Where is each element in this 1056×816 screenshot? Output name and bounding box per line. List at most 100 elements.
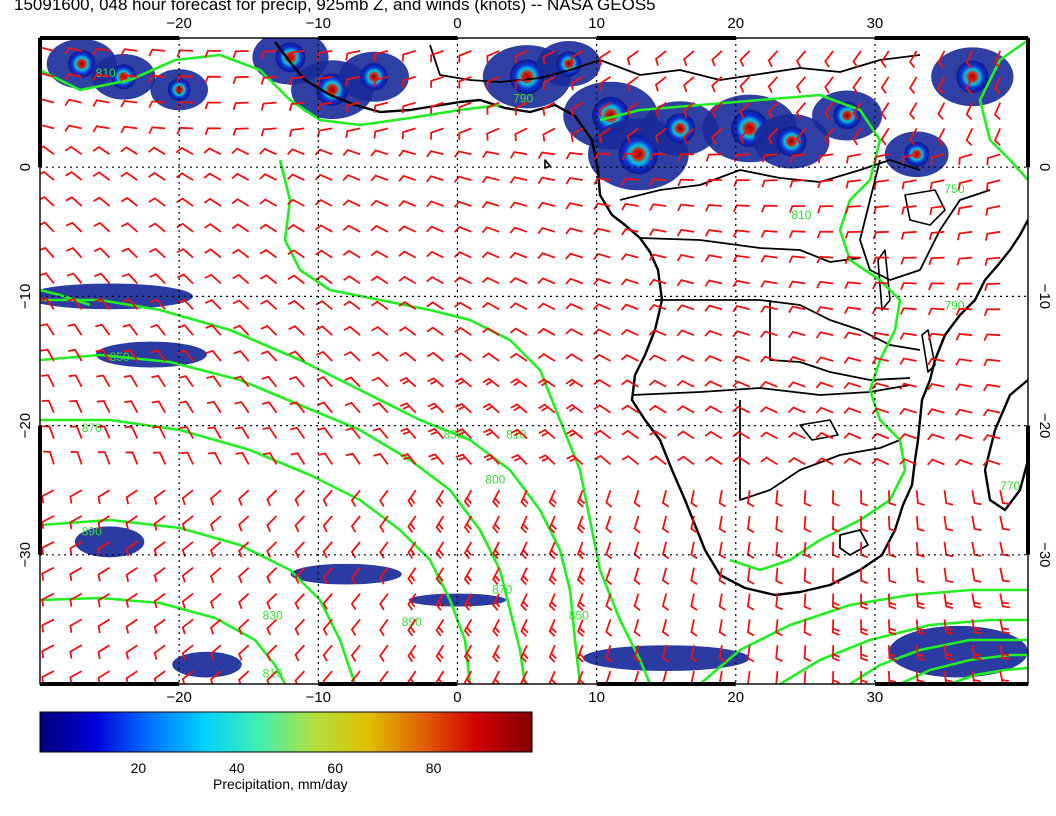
- wind-barb-577: [511, 454, 528, 466]
- wind-barb-785: [463, 618, 473, 637]
- wind-barb-401: [482, 327, 500, 336]
- wind-barb-5: [176, 49, 194, 58]
- wind-barb-295: [453, 251, 472, 259]
- wind-barb-528: [124, 425, 139, 439]
- wind-barb-752: [520, 593, 529, 612]
- wind-barb-511: [621, 404, 639, 414]
- wind-barb-150: [314, 148, 333, 156]
- wind-barb-230: [593, 202, 611, 210]
- wind-barb-91: [626, 101, 639, 118]
- wind-barb-780: [322, 618, 333, 636]
- wind-barb-620: [746, 490, 755, 508]
- wind-barb-17: [514, 50, 528, 64]
- wind-barb-552: [787, 431, 806, 440]
- wind-barb-775: [181, 618, 194, 635]
- colorbar-ticks: 20 40 60 80: [131, 760, 442, 776]
- wind-barb-371: [620, 303, 639, 311]
- wind-barb-530: [179, 426, 194, 439]
- contour-890-south: [40, 596, 287, 684]
- wind-barb-13: [401, 50, 416, 62]
- lon-label-bottom-4: 20: [727, 689, 744, 706]
- wind-barb-301: [620, 253, 639, 261]
- wind-barb-48: [401, 75, 416, 88]
- wind-barb-359: [287, 299, 305, 310]
- wind-barb-378: [816, 306, 834, 314]
- wind-barb-329: [426, 276, 444, 285]
- wind-barb-655: [746, 515, 755, 534]
- wind-barb-333: [537, 277, 556, 285]
- wind-barb-298: [537, 252, 556, 260]
- wind-barb-109: [148, 126, 166, 134]
- wind-barb-662: [943, 515, 954, 532]
- wind-barb-642: [379, 515, 389, 533]
- wind-barb-731: [915, 567, 925, 584]
- wind-barb-759: [718, 593, 727, 611]
- wind-barb-414: [843, 331, 862, 339]
- wind-barb-512: [649, 404, 667, 414]
- wind-barb-16: [486, 50, 500, 64]
- wind-barb-80: [317, 101, 333, 112]
- wind-barb-556: [899, 433, 918, 440]
- wind-barb-637: [238, 515, 250, 532]
- wind-barb-473: [537, 378, 556, 388]
- wind-barb-524: [982, 408, 1001, 417]
- wind-barb-499: [289, 401, 306, 414]
- wind-barb-657: [803, 515, 812, 533]
- wind-barb-813: [266, 644, 278, 662]
- wind-barb-586: [760, 456, 778, 466]
- wind-barb-827: [661, 644, 670, 663]
- wind-barb-365: [454, 301, 472, 311]
- wind-barb-164: [705, 153, 722, 162]
- wind-barb-581: [621, 455, 639, 466]
- wind-barb-651: [633, 515, 641, 534]
- wind-barb-58: [683, 76, 695, 93]
- wind-barb-794: [718, 619, 727, 637]
- wind-barb-547: [649, 430, 667, 440]
- wind-barb-643: [407, 515, 417, 534]
- wind-barb-151: [342, 148, 361, 156]
- wind-barb-274: [844, 230, 862, 239]
- wind-barb-496: [206, 400, 222, 414]
- wind-barb-217: [231, 198, 250, 207]
- wind-barb-508: [538, 403, 556, 414]
- wind-barb-587: [788, 456, 806, 466]
- wind-barb-363: [398, 301, 417, 311]
- wind-barb-867: [803, 671, 807, 684]
- wind-barb-636: [209, 515, 222, 532]
- wind-barb-639: [294, 515, 306, 533]
- wind-barb-194: [565, 177, 583, 185]
- wind-barb-279: [985, 230, 1001, 241]
- wind-barb-20: [598, 50, 611, 66]
- precip-cell-12: [776, 126, 807, 157]
- lat-lon-grid: [40, 38, 1028, 684]
- wind-barb-839: [999, 645, 1010, 660]
- wind-barb-40: [176, 75, 194, 83]
- wind-barb-563: [125, 451, 139, 465]
- wind-barb-63: [824, 76, 834, 94]
- wind-barb-555: [871, 432, 890, 440]
- wind-barb-796: [775, 619, 783, 637]
- precip-band-3: [290, 563, 402, 585]
- wind-barb-253: [259, 223, 278, 233]
- wind-barb-148: [259, 147, 277, 156]
- wind-barb-676: [350, 541, 361, 559]
- wind-barb-443: [676, 354, 695, 362]
- wind-barb-467: [371, 376, 389, 388]
- wind-barb-157: [509, 151, 528, 159]
- wind-barb-192: [509, 176, 528, 184]
- wind-barb-268: [676, 228, 695, 237]
- wind-barb-709: [294, 567, 306, 584]
- wind-barb-339: [704, 279, 723, 287]
- wind-barb-319: [149, 273, 166, 285]
- lake-victoria: [904, 189, 946, 226]
- wind-barb-619: [718, 490, 727, 508]
- wind-barb-680: [463, 541, 473, 560]
- wind-barb-9: [288, 50, 305, 60]
- wind-barb-145: [175, 146, 194, 156]
- wind-barb-373: [676, 304, 695, 312]
- wind-barb-786: [492, 618, 501, 637]
- wind-barb-633: [125, 515, 138, 531]
- precip-cell-0: [67, 50, 96, 78]
- island-1: [544, 159, 551, 169]
- wind-barb-744: [294, 592, 306, 610]
